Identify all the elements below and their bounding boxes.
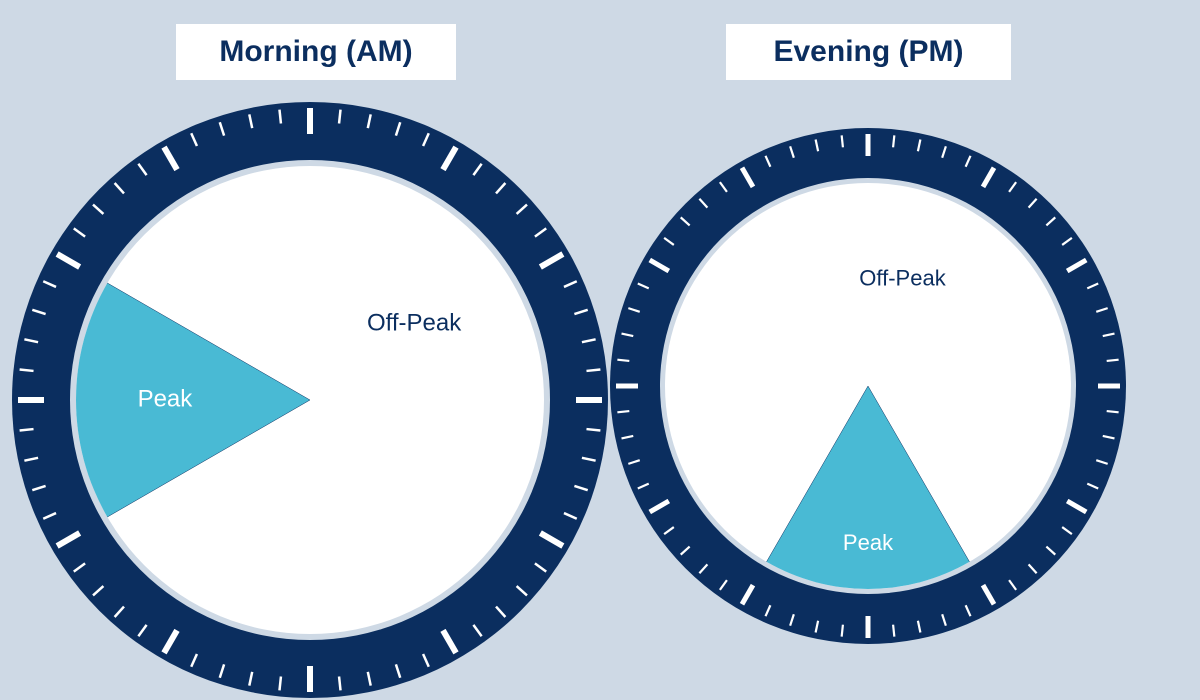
tick-minor	[893, 625, 894, 637]
slice-label: Off-Peak	[859, 266, 946, 291]
slice-label: Peak	[843, 530, 894, 555]
clock-title: Evening (PM)	[726, 24, 1011, 80]
tick-minor	[617, 411, 629, 412]
tick-minor	[339, 110, 340, 124]
tick-minor	[586, 369, 600, 370]
tick-minor	[1107, 360, 1119, 361]
peak-hours-chart: Peak Off-Peak Peak Off-Peak Morning (AM) Eve…	[0, 0, 1200, 700]
slice-label: Off-Peak	[367, 310, 462, 337]
clock-morning: Peak Off-Peak	[12, 102, 608, 698]
clock-evening: Peak Off-Peak	[610, 128, 1126, 644]
tick-minor	[279, 110, 280, 124]
tick-minor	[339, 676, 340, 690]
tick-minor	[842, 135, 843, 147]
tick-minor	[20, 429, 34, 430]
chart-svg: Peak Off-Peak Peak Off-Peak	[0, 0, 1200, 700]
tick-minor	[842, 625, 843, 637]
tick-minor	[1107, 411, 1119, 412]
tick-minor	[617, 360, 629, 361]
tick-minor	[586, 429, 600, 430]
tick-minor	[893, 135, 894, 147]
clock-title: Morning (AM)	[176, 24, 456, 80]
tick-minor	[20, 369, 34, 370]
slice-label: Peak	[138, 385, 194, 412]
tick-minor	[279, 676, 280, 690]
